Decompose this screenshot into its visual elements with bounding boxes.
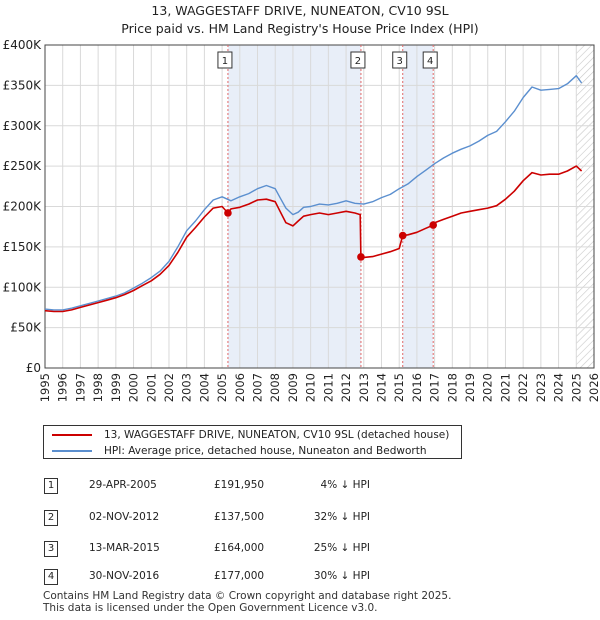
sale-number-label: 2: [355, 56, 361, 67]
transaction-hpi-diff: 25% ↓ HPI: [313, 542, 370, 554]
x-tick-label: 1995: [38, 373, 52, 402]
x-tick-label: 2019: [463, 373, 477, 402]
transaction-date: 02-NOV-2012: [89, 511, 160, 523]
transaction-row: 1 29-APR-2005 £191,950 4% ↓ HPI: [0, 476, 600, 498]
sale-point: [357, 253, 365, 261]
transaction-number: 1: [44, 478, 58, 494]
sale-point: [398, 231, 407, 240]
transaction-row: 3 13-MAR-2015 £164,000 25% ↓ HPI: [0, 539, 600, 561]
x-tick-label: 2023: [534, 373, 548, 402]
chart-subtitle: Price paid vs. HM Land Registry's House …: [121, 21, 479, 36]
x-tick-label: 2006: [233, 373, 247, 402]
x-tick-label: 1996: [56, 373, 70, 402]
x-tick-label: 2007: [251, 373, 265, 402]
y-tick-label: £250K: [3, 159, 43, 173]
sale-number-box: [392, 51, 408, 69]
transaction-row: 2 02-NOV-2012 £137,500 32% ↓ HPI: [0, 508, 600, 530]
x-tick-label: 2020: [481, 373, 495, 402]
transaction-number: 3: [44, 541, 58, 557]
y-tick-label: £350K: [3, 78, 43, 92]
chart-title: 13, WAGGESTAFF DRIVE, NUNEATON, CV10 9SL: [151, 3, 449, 18]
y-tick-label: £50K: [10, 321, 42, 335]
x-tick-label: 2011: [321, 373, 335, 402]
transaction-date: 30-NOV-2016: [89, 570, 160, 582]
x-tick-label: 2026: [587, 373, 600, 402]
x-tick-label: 2009: [286, 373, 300, 402]
x-tick-label: 2000: [127, 373, 141, 402]
y-tick-label: £200K: [3, 200, 43, 214]
x-tick-label: 2015: [392, 373, 406, 402]
transaction-price: £191,950: [214, 479, 265, 491]
legend-hpi-swatch: [52, 450, 92, 452]
transaction-price: £177,000: [214, 570, 265, 582]
y-tick-label: £0: [26, 361, 41, 375]
x-tick-label: 2021: [498, 373, 512, 402]
plot-border: [44, 44, 595, 369]
transaction-number: 2: [44, 510, 58, 526]
sale-number-label: 4: [427, 56, 433, 67]
sale-number-box: [350, 51, 366, 69]
x-tick-label: 2013: [357, 373, 371, 402]
sale-point: [224, 209, 232, 217]
transaction-hpi-diff: 4% ↓ HPI: [320, 479, 370, 491]
sale-number-box: [422, 51, 438, 69]
x-tick-label: 2004: [197, 373, 211, 402]
transaction-number: 4: [44, 569, 58, 585]
x-tick-label: 2012: [339, 373, 353, 402]
x-tick-label: 2016: [410, 373, 424, 402]
legend-property-swatch: [52, 434, 92, 436]
transaction-row: 4 30-NOV-2016 £177,000 30% ↓ HPI: [0, 567, 600, 589]
sale-number-label: 1: [222, 56, 228, 67]
x-tick-label: 2008: [268, 373, 282, 402]
sale-number-label: 3: [397, 56, 403, 67]
x-tick-label: 2025: [569, 373, 583, 402]
transaction-hpi-diff: 32% ↓ HPI: [313, 511, 370, 523]
x-tick-label: 2014: [374, 373, 388, 402]
x-tick-label: 2001: [144, 373, 158, 402]
legend-hpi-label: HPI: Average price, detached house, Nune…: [104, 445, 427, 457]
x-tick-label: 2005: [215, 373, 229, 402]
x-tick-label: 2024: [552, 373, 566, 402]
legend: 13, WAGGESTAFF DRIVE, NUNEATON, CV10 9SL…: [43, 425, 462, 459]
property-series-line: [44, 165, 583, 313]
footer-copyright: Contains HM Land Registry data © Crown c…: [43, 590, 452, 602]
y-tick-label: £100K: [3, 280, 43, 294]
legend-property-label: 13, WAGGESTAFF DRIVE, NUNEATON, CV10 9SL…: [104, 429, 450, 441]
footer-licence: This data is licensed under the Open Gov…: [43, 602, 378, 614]
x-tick-label: 2002: [162, 373, 176, 402]
sale-number-box: [217, 51, 233, 69]
transaction-price: £164,000: [214, 542, 265, 554]
sale-point: [429, 221, 437, 229]
x-tick-label: 2018: [445, 373, 459, 402]
y-tick-label: £400K: [3, 38, 43, 52]
transaction-date: 13-MAR-2015: [89, 542, 160, 554]
x-tick-label: 1998: [91, 373, 105, 402]
transaction-date: 29-APR-2005: [89, 479, 157, 491]
x-tick-label: 2010: [304, 373, 318, 402]
price-chart: £0 £50K £100K £150K £200K £250K £300K £350K £400…: [3, 38, 600, 402]
x-tick-label: 1997: [73, 373, 87, 402]
transaction-hpi-diff: 30% ↓ HPI: [313, 570, 370, 582]
y-tick-label: £300K: [3, 119, 43, 133]
hpi-series-line: [44, 74, 583, 311]
y-tick-label: £150K: [3, 240, 43, 254]
x-tick-label: 2003: [180, 373, 194, 402]
transaction-price: £137,500: [214, 511, 265, 523]
x-tick-label: 1999: [109, 373, 123, 402]
x-tick-label: 2022: [516, 373, 530, 402]
x-tick-label: 2017: [428, 373, 442, 402]
